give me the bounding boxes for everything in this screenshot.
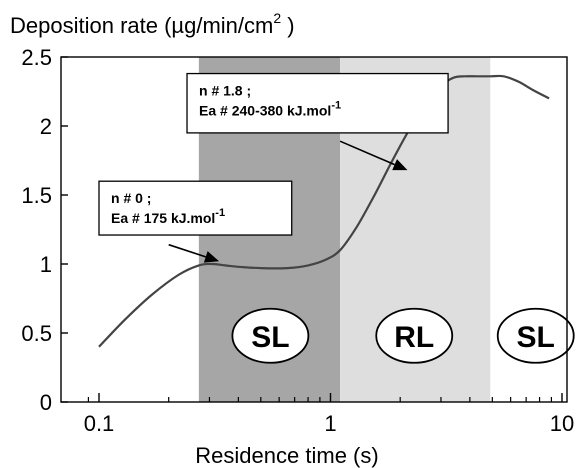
y-tick-label: 1.5 [21,183,52,208]
annotation-1-arrow-shaft [168,243,206,258]
region-1-label: SL [251,321,289,354]
region-3-label-ellipse [496,307,575,364]
region-1-label-ellipse [231,307,310,364]
y-tick-label: 0.5 [21,321,52,346]
annotation-2-line-1: n # 1.8 ; [199,83,251,99]
annotation-1-arrow-head [203,251,220,263]
y-tick-label: 2 [40,114,52,139]
x-axis-title: Residence time (s) [195,443,378,468]
region-2-label-ellipse [375,307,454,364]
annotation-2-line-2: Ea # 240-380 kJ.mol-1 [199,100,341,119]
plot-frame [60,56,568,403]
annotation-1-line-2: Ea # 175 kJ.mol-1 [111,207,225,226]
annotation-2-box [186,72,449,134]
annotation-1-box [98,180,293,236]
series-layer [98,74,550,348]
annotation-2-arrow-head [392,159,408,171]
y-tick-label: 2.5 [21,45,52,70]
annotation-2-arrow-shaft [339,140,395,166]
x-tick-label: 1 [324,411,336,436]
region-3-label: SL [517,321,555,354]
label-layer: Deposition rate (µg/min/cm2 ) Residence t… [10,10,379,468]
annotation-layer: n # 0 ;Ea # 175 kJ.mol-1 n # 1.8 ;Ea # 24… [98,72,449,263]
deposition-rate-series-line [98,74,550,348]
x-tick-label: 0.1 [84,411,115,436]
y-tick-label: 1 [40,252,52,277]
annotation-1-line-1: n # 0 ; [111,190,151,206]
x-tick-label: 10 [550,411,574,436]
axes-layer: 0 0.5 1 1.5 2 2.5 0.1 1 10 [21,45,574,436]
y-tick-label: 0 [40,390,52,415]
region-2-label: RL [394,321,434,354]
y-axis-title: Deposition rate (µg/min/cm2 ) [10,10,295,38]
